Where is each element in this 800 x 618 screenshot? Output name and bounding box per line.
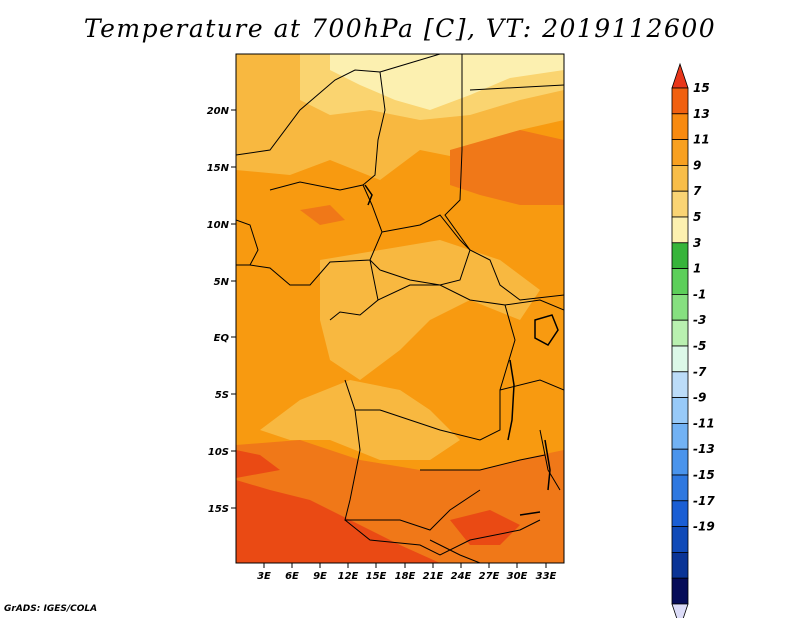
lon-label: 30E (507, 571, 528, 582)
lat-label: 10N (207, 220, 230, 231)
colorbar-segment (671, 87, 689, 115)
lat-label: EQ (214, 333, 230, 344)
lon-label: 3E (257, 571, 271, 582)
colorbar-segment (671, 552, 689, 579)
colorbar-segment (671, 216, 689, 244)
border-malawi (539, 429, 561, 491)
field-patch-west-13-15 (236, 450, 280, 478)
border-libya-chad (379, 54, 441, 73)
colorbar-segment (671, 448, 689, 476)
chart-title: Temperature at 700hPa [C], VT: 201911260… (83, 14, 717, 43)
lake-kariba (519, 511, 541, 516)
border-south (429, 539, 481, 563)
colorbar-segment (671, 113, 689, 141)
colorbar-segment (671, 397, 689, 424)
colorbar-label: 9 (693, 158, 701, 172)
field-band-south-7-9 (260, 380, 460, 460)
lon-label: 24E (451, 571, 472, 582)
lon-label: 27E (479, 571, 500, 582)
colorbar-label: -5 (693, 339, 706, 353)
lon-label: 21E (423, 571, 444, 582)
colorbar-label: 15 (693, 81, 710, 95)
lat-label: 20N (207, 106, 230, 117)
colorbar-segment (671, 345, 689, 373)
colorbar-label: 1 (693, 262, 701, 276)
colorbar-segment (671, 500, 689, 527)
lat-label: 10S (208, 447, 229, 458)
border-drc (344, 284, 516, 441)
lake-chad (364, 184, 373, 206)
lat-label: 15N (207, 163, 230, 174)
lake-victoria (534, 314, 559, 346)
field-patch-west-11-13 (300, 205, 345, 225)
border-namibia-botswana (344, 519, 541, 556)
colorbar-segment (671, 422, 689, 450)
colorbar-label: -3 (693, 313, 706, 327)
latitude-axis: 20N 15N 10N 5N EQ 5S 10S 15S (207, 106, 236, 515)
longitude-axis: 3E 6E 9E 12E 15E 18E 21E 24E 27E 30E 33E (257, 563, 557, 582)
lakes (364, 184, 559, 516)
lon-label: 18E (395, 571, 416, 582)
colorbar-segment (671, 371, 689, 398)
border-cameroon (329, 259, 379, 321)
lon-label: 15E (366, 571, 387, 582)
colorbar-segment (671, 319, 689, 347)
lon-label: 12E (338, 571, 359, 582)
map-frame (235, 53, 565, 564)
lake-malawi (544, 439, 551, 491)
lake-tanganyika (507, 359, 515, 441)
field-patch-east-11-13 (450, 130, 564, 205)
lon-label: 6E (285, 571, 299, 582)
colorbar-segment (671, 293, 689, 321)
colorbar-label: -11 (693, 416, 715, 430)
colorbar-label: 5 (693, 210, 701, 224)
border-egypt-sudan (469, 84, 564, 91)
border-angola (344, 409, 481, 531)
border-west-coast (236, 219, 259, 266)
colorbar-segment (671, 526, 689, 553)
country-borders (236, 54, 564, 563)
field-band-central-7-9 (320, 240, 540, 380)
border-niger-chad (236, 69, 386, 186)
lat-label: 5N (214, 277, 230, 288)
colorbar-segment (671, 577, 689, 605)
colorbar-label: -1 (693, 287, 706, 301)
colorbar-segment (671, 190, 689, 218)
field-band-north-3-5 (330, 54, 564, 110)
field-patch-southeast-13-15 (450, 510, 520, 545)
colorbar-arrow-top (671, 62, 689, 89)
border-uganda-kenya (504, 299, 564, 311)
lat-label: 15S (208, 504, 229, 515)
colorbar-segment (671, 474, 689, 502)
colorbar-segment (671, 268, 689, 295)
colorbar-segment (671, 139, 689, 166)
border-nigeria (249, 181, 383, 286)
colorbar-label: -9 (693, 391, 706, 405)
colorbar-arrow-bottom (671, 603, 689, 618)
colorbar-label: 11 (693, 133, 710, 147)
lon-label: 9E (313, 571, 327, 582)
lat-label: 5S (215, 390, 229, 401)
border-zambia (420, 454, 546, 471)
temperature-field (236, 54, 564, 563)
colorbar-segment (671, 164, 689, 192)
colorbar-label: -13 (693, 442, 715, 456)
credit-text: GrADS: IGES/COLA (4, 604, 98, 614)
colorbar-label: 3 (693, 236, 701, 250)
colorbar-label: -19 (693, 520, 715, 534)
colorbar-label: -7 (693, 365, 707, 379)
colorbar-label: 7 (693, 184, 702, 198)
colorbar-label: -15 (693, 468, 715, 482)
colorbar-label: 13 (693, 107, 710, 121)
lon-label: 33E (536, 571, 557, 582)
colorbar: 15 13 11 9 7 5 3 1 -1 -3 -5 -7 -9 -11 -13 -15 -17 -19 (671, 62, 715, 618)
colorbar-segment (671, 242, 689, 270)
border-car (369, 214, 471, 286)
colorbar-label: -17 (693, 494, 715, 508)
